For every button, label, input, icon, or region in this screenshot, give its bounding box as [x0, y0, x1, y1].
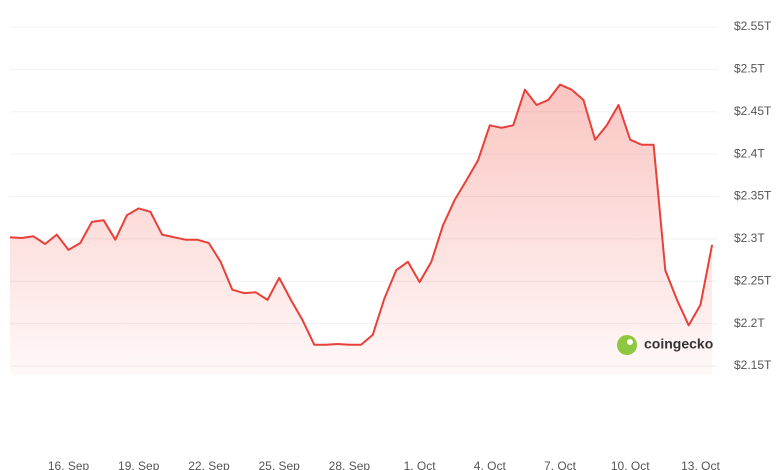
- x-tick-label: 4. Oct: [474, 459, 507, 470]
- y-tick-label: $2.25T: [734, 273, 772, 287]
- x-tick-label: 10. Oct: [611, 459, 650, 470]
- x-tick-label: 16. Sep: [48, 459, 90, 470]
- y-tick-label: $2.15T: [734, 358, 772, 372]
- y-tick-label: $2.35T: [734, 189, 772, 203]
- x-tick-label: 7. Oct: [544, 459, 577, 470]
- line: [9, 83, 714, 346]
- y-tick-label: $2.4T: [734, 146, 765, 160]
- y-tick-label: $2.45T: [734, 104, 772, 118]
- x-tick-label: 1. Oct: [404, 459, 437, 470]
- logo: [617, 335, 637, 355]
- y-tick-label: $2.55T: [734, 19, 772, 33]
- x-tick-label: 25. Sep: [258, 459, 300, 470]
- x-tick-label: 19. Sep: [118, 459, 160, 470]
- x-tick-label: 28. Sep: [329, 459, 371, 470]
- logo-eye: [627, 339, 633, 345]
- y-tick-label: $2.5T: [734, 62, 765, 76]
- x-tick-label: 22. Sep: [188, 459, 230, 470]
- y-tick-label: $2.3T: [734, 231, 765, 245]
- y-tick-label: $2.2T: [734, 316, 765, 330]
- watermark: coingecko: [617, 335, 713, 355]
- area: [10, 84, 713, 375]
- watermark-text: coingecko: [644, 336, 713, 352]
- x-tick-label: 13. Oct: [681, 459, 720, 470]
